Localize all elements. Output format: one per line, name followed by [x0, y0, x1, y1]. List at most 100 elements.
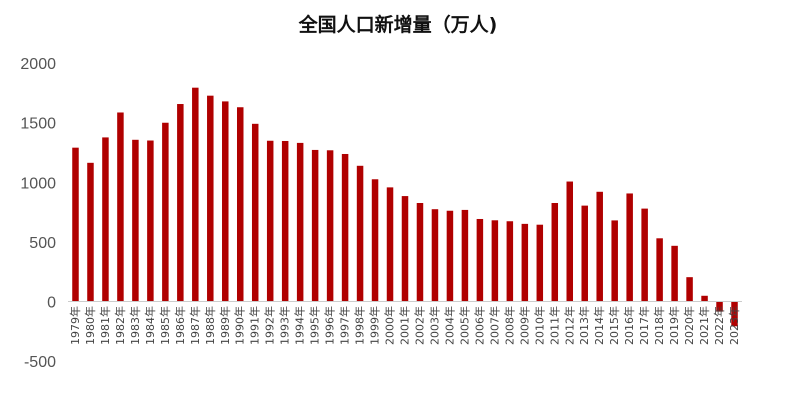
x-tick-label: 1994年 — [293, 306, 307, 345]
bar — [461, 209, 469, 302]
bar — [536, 224, 544, 302]
x-tick-label: 1979年 — [68, 306, 82, 345]
bar — [102, 137, 109, 302]
bar — [506, 221, 514, 302]
bar — [521, 223, 529, 302]
x-tick-label: 2008年 — [502, 306, 516, 345]
x-tick-label: 1999年 — [368, 306, 382, 345]
bar — [311, 149, 319, 302]
bar — [701, 295, 708, 302]
x-tick-label: 2003年 — [427, 306, 441, 345]
bar — [491, 220, 499, 302]
x-tick-label: 1983年 — [128, 306, 142, 345]
x-tick-label: 1989年 — [218, 306, 232, 345]
x-tick-label: 2010年 — [532, 306, 546, 345]
bars — [72, 87, 738, 327]
x-tick-label: 1985年 — [158, 306, 172, 345]
y-tick-label: 500 — [29, 235, 56, 252]
bar — [222, 101, 229, 302]
y-tick-label: -500 — [24, 354, 56, 371]
x-tick-label: 2005年 — [457, 306, 471, 345]
bar — [656, 238, 663, 302]
x-tick-label: 1996年 — [323, 306, 337, 345]
bar — [281, 140, 289, 302]
x-tick-label: 2009年 — [517, 306, 531, 345]
bar — [356, 165, 364, 302]
x-tick-label: 1980年 — [83, 306, 97, 345]
x-axis-tick-labels: 1979年 1980年 1981年 1982年 1983年 1984年 1985年 1986年… — [68, 306, 741, 345]
x-tick-label: 2006年 — [472, 306, 486, 345]
bar — [671, 245, 678, 302]
x-tick-label: 1998年 — [353, 306, 367, 345]
x-tick-label: 2018年 — [652, 306, 666, 345]
bar — [566, 181, 574, 302]
x-tick-label: 2011年 — [547, 306, 561, 345]
x-tick-label: 1986年 — [173, 306, 187, 345]
x-tick-label: 2013年 — [577, 306, 591, 345]
x-tick-label: 2021年 — [697, 306, 711, 345]
x-tick-label: 2023年 — [727, 306, 741, 345]
bar — [251, 123, 259, 302]
x-tick-label: 2017年 — [637, 306, 651, 345]
x-tick-label: 1997年 — [338, 306, 352, 345]
bar — [72, 147, 79, 302]
bar — [341, 153, 349, 302]
x-tick-label: 2022年 — [712, 306, 726, 345]
chart-title: 全国人口新增量（万人) — [298, 14, 498, 36]
bar — [716, 301, 723, 312]
bar — [147, 140, 154, 302]
bar — [296, 142, 304, 302]
y-tick-label: 1000 — [20, 175, 56, 192]
x-tick-label: 1990年 — [233, 306, 247, 345]
bar — [117, 112, 124, 302]
bar — [162, 122, 169, 302]
bar — [177, 104, 184, 302]
bar — [401, 196, 409, 302]
x-tick-label: 2012年 — [562, 306, 576, 345]
x-tick-label: 1995年 — [308, 306, 322, 345]
bar — [416, 202, 424, 302]
bar — [431, 209, 439, 302]
bar — [611, 220, 618, 302]
bar — [596, 191, 603, 302]
bar — [386, 187, 394, 302]
bar — [581, 205, 588, 302]
x-tick-label: 1992年 — [263, 306, 277, 345]
x-tick-label: 2007年 — [487, 306, 501, 345]
bar — [326, 150, 334, 302]
x-tick-label: 1991年 — [248, 306, 262, 345]
x-tick-label: 1981年 — [98, 306, 112, 345]
x-tick-label: 2000年 — [383, 306, 397, 345]
x-tick-label: 2020年 — [682, 306, 696, 345]
bar — [87, 162, 94, 302]
x-tick-label: 2015年 — [607, 306, 621, 345]
x-tick-label: 1982年 — [113, 306, 127, 345]
y-tick-label: 2000 — [20, 56, 56, 73]
bar — [731, 301, 738, 327]
bar — [266, 140, 274, 302]
y-axis-tick-labels: 2000 1500 1000 500 0 -500 — [20, 56, 56, 371]
x-tick-label: 2004年 — [442, 306, 456, 345]
bar — [371, 179, 379, 302]
x-tick-label: 1984年 — [143, 306, 157, 345]
bar — [192, 87, 199, 302]
bar — [446, 210, 454, 302]
bar — [551, 202, 559, 302]
x-tick-label: 1987年 — [188, 306, 202, 345]
bar — [626, 193, 633, 302]
x-tick-label: 1993年 — [278, 306, 292, 345]
bar — [686, 277, 693, 302]
x-tick-label: 2019年 — [667, 306, 681, 345]
bar — [236, 107, 244, 302]
bar — [207, 95, 214, 302]
bar — [132, 139, 139, 302]
x-tick-label: 2016年 — [622, 306, 636, 345]
y-tick-label: 1500 — [20, 116, 56, 133]
x-tick-label: 1988年 — [203, 306, 217, 345]
y-tick-label: 0 — [47, 295, 56, 312]
bar — [641, 208, 648, 302]
x-tick-label: 2001年 — [398, 306, 412, 345]
bar — [476, 218, 484, 302]
